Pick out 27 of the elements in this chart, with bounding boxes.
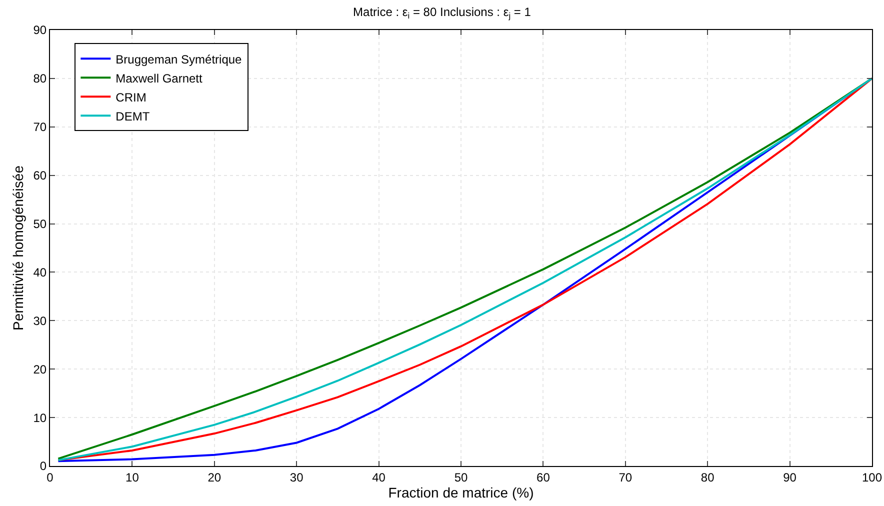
y-tick-label: 90 (33, 23, 47, 38)
x-tick-label: 90 (783, 470, 797, 484)
x-axis-title: Fraction de matrice (%) (388, 484, 534, 500)
y-tick-label: 20 (33, 362, 47, 376)
y-tick-label: 70 (33, 120, 47, 134)
x-tick-label: 40 (372, 470, 386, 484)
y-tick-label: 40 (33, 265, 47, 280)
y-tick-label: 50 (33, 216, 47, 231)
y-axis-title: Permittivité homogénéisée (10, 165, 26, 330)
x-tick-label: 50 (454, 470, 468, 484)
legend-label: Maxwell Garnett (116, 71, 204, 86)
y-tick-label: 30 (33, 314, 47, 328)
x-tick-label: 70 (618, 470, 632, 484)
x-tick-label: 10 (126, 470, 140, 484)
legend-label: DEMT (116, 109, 150, 124)
x-tick-label: 60 (536, 470, 550, 484)
y-tick-label: 10 (33, 410, 47, 425)
x-tick-label: 80 (700, 470, 715, 484)
y-tick-label: 0 (40, 459, 47, 474)
chart-title: Matrice : ε$_{i}$ = 80 Inclusions : ε$_{j}$ = 1 (353, 4, 532, 21)
y-tick-label: 60 (33, 168, 47, 183)
legend-label: CRIM (116, 90, 146, 104)
x-tick-label: 20 (208, 470, 222, 484)
x-tick-label: 30 (290, 470, 304, 484)
legend-label: Bruggeman Symétrique (116, 52, 242, 66)
x-tick-label: 100 (862, 470, 882, 484)
y-tick-label: 80 (33, 72, 47, 86)
